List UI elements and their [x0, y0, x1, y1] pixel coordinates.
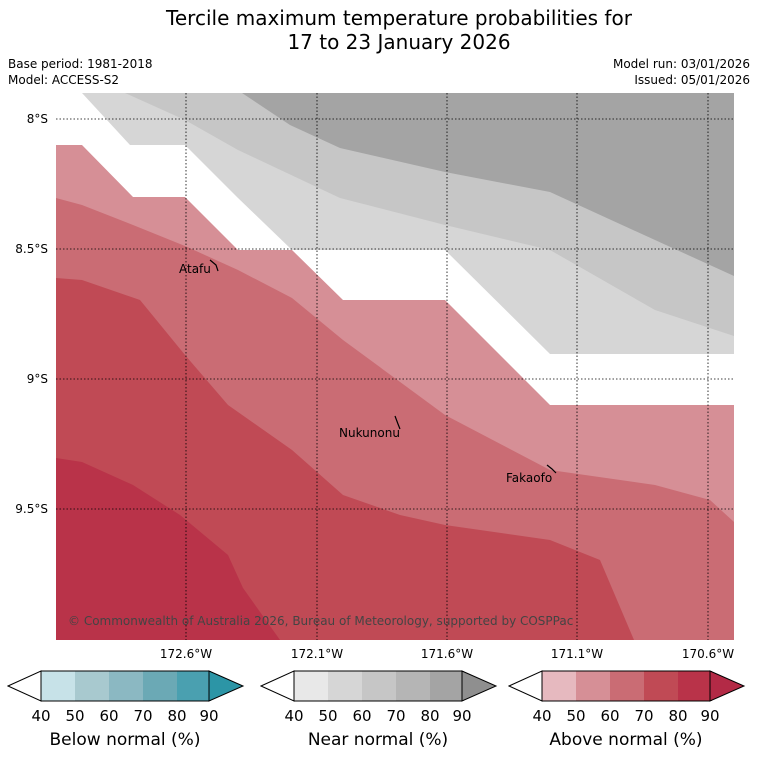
- lat-label-8s: 8°S: [26, 112, 48, 126]
- cb-above-tick-40: 40: [532, 707, 552, 725]
- colorbar-near-normal: [260, 670, 498, 702]
- cb-above-tick-80: 80: [668, 707, 688, 725]
- gridlines: [56, 93, 734, 640]
- colorbar-above-swatch-6: [709, 670, 746, 702]
- cb-below-tick-80: 80: [167, 707, 187, 725]
- cb-above-tick-70: 70: [634, 707, 654, 725]
- fakaofo-coastline: [546, 464, 557, 474]
- atafu-coastline: [209, 259, 219, 272]
- lon-label-170-6w: 170.6°W: [681, 647, 735, 661]
- colorbar-near-swatch-6: [461, 670, 498, 702]
- cb-below-tick-50: 50: [65, 707, 85, 725]
- cb-near-tick-80: 80: [420, 707, 440, 725]
- colorbar-near-swatch-2: [328, 671, 362, 701]
- colorbar-below-frame: [40, 670, 210, 702]
- lon-label-171-6w: 171.6°W: [420, 647, 474, 661]
- colorbar-above-swatch-4: [644, 671, 678, 701]
- cb-near-tick-50: 50: [318, 707, 338, 725]
- issued-date: Issued: 05/01/2026: [634, 73, 750, 87]
- colorbar-near-swatch-0: [260, 670, 295, 702]
- model-run: Model run: 03/01/2026: [612, 57, 750, 71]
- cb-near-tick-90: 90: [452, 707, 472, 725]
- meta-right: Model run: 03/01/2026 Issued: 05/01/2026: [613, 56, 750, 88]
- cb-near-tick-70: 70: [386, 707, 406, 725]
- meta-left: Base period: 1981-2018 Model: ACCESS-S2: [8, 56, 153, 88]
- lon-label-172-1w: 172.1°W: [290, 647, 344, 661]
- colorbar-below-normal: [7, 670, 245, 702]
- place-label-atafu: Atafu: [179, 262, 211, 276]
- colorbar-near-swatch-3: [362, 671, 396, 701]
- near-normal-70-80: [242, 93, 734, 276]
- cb-near-tick-60: 60: [352, 707, 372, 725]
- colorbar-above-swatch-5: [678, 671, 712, 701]
- cb-below-title: Below normal (%): [49, 730, 201, 750]
- cb-above-tick-90: 90: [700, 707, 720, 725]
- cb-below-tick-60: 60: [99, 707, 119, 725]
- cb-below-tick-90: 90: [199, 707, 219, 725]
- cb-above-title: Above normal (%): [549, 730, 703, 750]
- colorbar-above-swatch-1: [542, 671, 576, 701]
- colorbar-near-swatch-5: [430, 671, 464, 701]
- nukunonu-coastline: [394, 415, 401, 430]
- colorbar-near-swatch-1: [294, 671, 328, 701]
- colorbar-below-swatch-0: [7, 670, 42, 702]
- title-line-1: Tercile maximum temperature probabilitie…: [166, 6, 632, 30]
- colorbar-below-swatch-1: [41, 671, 75, 701]
- colorbar-below-swatch-2: [75, 671, 109, 701]
- colorbar-near-frame: [293, 670, 463, 702]
- colorbar-above-swatch-2: [576, 671, 610, 701]
- cb-above-tick-50: 50: [566, 707, 586, 725]
- colorbar-below-swatch-4: [143, 671, 177, 701]
- colorbar-near-swatch-4: [396, 671, 430, 701]
- lat-label-9s: 9°S: [26, 372, 48, 386]
- colorbar-above-frame: [541, 670, 711, 702]
- cb-below-tick-40: 40: [31, 707, 51, 725]
- lat-label-9-5s: 9.5°S: [15, 502, 48, 516]
- lon-label-171-1w: 171.1°W: [550, 647, 604, 661]
- above-normal-80-90: [56, 458, 280, 640]
- colorbar-below-swatch-6: [208, 670, 245, 702]
- cb-near-title: Near normal (%): [307, 730, 449, 750]
- cb-near-tick-40: 40: [284, 707, 304, 725]
- colorbar-above-normal: [508, 670, 746, 702]
- title-line-2: 17 to 23 January 2026: [287, 30, 511, 54]
- colorbar-below-swatch-5: [177, 671, 211, 701]
- place-label-fakaofo: Fakaofo: [506, 471, 553, 485]
- cb-above-tick-60: 60: [600, 707, 620, 725]
- cb-below-tick-70: 70: [133, 707, 153, 725]
- colorbar-above-swatch-3: [610, 671, 644, 701]
- place-label-nukunonu: Nukunonu: [339, 426, 400, 440]
- copyright-notice: © Commonwealth of Australia 2026, Bureau…: [68, 614, 574, 628]
- lon-label-172-6w: 172.6°W: [159, 647, 213, 661]
- colorbar-above-swatch-0: [508, 670, 543, 702]
- model-name: Model: ACCESS-S2: [8, 73, 120, 87]
- base-period: Base period: 1981-2018: [8, 57, 153, 71]
- map-plot-area: [56, 93, 734, 640]
- lat-label-8-5s: 8.5°S: [15, 242, 48, 256]
- colorbar-below-swatch-3: [109, 671, 143, 701]
